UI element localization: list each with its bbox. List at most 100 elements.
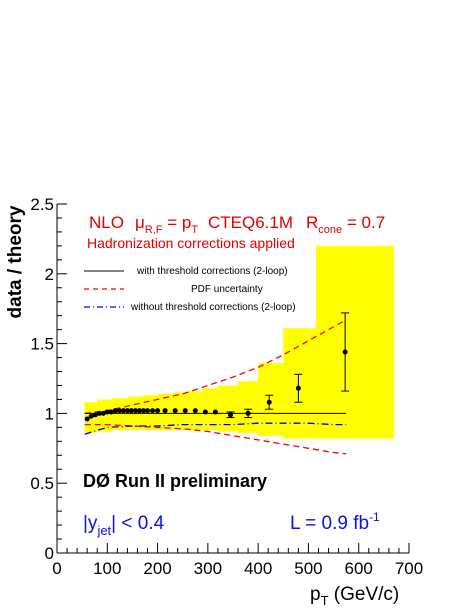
marker-18	[162, 408, 168, 414]
data-point-26	[265, 394, 274, 410]
marker-1	[88, 413, 94, 419]
marker-3	[96, 410, 102, 416]
header-hadronization-line: Hadronization corrections applied	[87, 235, 295, 251]
header-theory-line: NLO μR,F = pT CTEQ6.1M Rcone = 0.7	[89, 213, 385, 237]
data-point-24	[226, 411, 235, 419]
without-threshold-curve	[84, 422, 347, 435]
legend: with threshold corrections (2-loop) PDF …	[84, 266, 296, 313]
y-tick-label-2: 1	[45, 404, 54, 423]
band-segment-13	[315, 245, 394, 439]
marker-27	[295, 385, 301, 391]
data-point-6	[108, 409, 114, 415]
x-tick-label-0: 0	[52, 559, 61, 578]
legend-label-threshold: with threshold corrections (2-loop)	[136, 266, 288, 277]
x-axis-title-main: p	[310, 584, 321, 605]
data-point-27	[294, 373, 303, 403]
band-segment-4	[142, 395, 158, 431]
marker-4	[100, 410, 106, 416]
data-point-28	[341, 312, 350, 392]
marker-21	[192, 408, 198, 414]
marker-13	[136, 408, 142, 414]
data-point-1	[88, 413, 94, 419]
x-tick-label-3: 300	[194, 559, 222, 578]
header-eq-sub: T	[191, 224, 198, 236]
marker-11	[128, 408, 134, 414]
data-point-19	[172, 408, 178, 414]
data-point-4	[100, 410, 106, 416]
data-point-11	[128, 408, 134, 414]
data-point-8	[116, 408, 122, 414]
data-point-14	[140, 408, 146, 414]
rapidity-tail: | < 0.4	[111, 513, 164, 534]
header-mu: μ	[135, 213, 145, 232]
marker-19	[172, 408, 178, 414]
marker-14	[140, 408, 146, 414]
band-segment-8	[202, 388, 218, 431]
marker-25	[245, 410, 251, 416]
x-tick-label-7: 700	[395, 559, 423, 578]
data-point-21	[192, 408, 198, 414]
data-point-22	[202, 409, 208, 415]
pdf-uncertainty-upper	[84, 319, 347, 415]
rapidity-sub: jet	[96, 523, 111, 538]
marker-2	[92, 412, 98, 418]
marker-16	[150, 408, 156, 414]
data-points	[84, 312, 350, 422]
x-tick-label-4: 400	[244, 559, 272, 578]
marker-12	[132, 408, 138, 414]
data-point-9	[120, 408, 126, 414]
x-axis-title: pT (GeV/c)	[310, 584, 399, 608]
data-point-13	[136, 408, 142, 414]
y-axis-title: data / theory	[5, 205, 26, 318]
header-r: R	[306, 213, 318, 232]
header-r-val: = 0.7	[342, 213, 385, 232]
data-point-17	[155, 408, 161, 414]
data-point-16	[150, 408, 156, 414]
marker-15	[145, 408, 151, 414]
header-r-sub: cone	[318, 224, 342, 236]
rapidity-label: |yjet| < 0.4	[83, 513, 165, 538]
data-point-12	[132, 408, 138, 414]
marker-26	[266, 399, 272, 405]
legend-label-pdf: PDF uncertainty	[191, 284, 263, 295]
marker-28	[342, 349, 348, 355]
data-point-10	[124, 408, 130, 414]
x-axis-title-unit: (GeV/c)	[329, 584, 400, 605]
marker-6	[108, 409, 114, 415]
experiment-label: DØ Run II preliminary	[83, 471, 267, 491]
data-point-3	[96, 410, 102, 416]
x-tick-label-6: 600	[345, 559, 373, 578]
data-point-25	[244, 408, 253, 419]
marker-7	[112, 408, 118, 414]
data-point-15	[145, 408, 151, 414]
data-point-5	[104, 409, 110, 415]
x-tick-label-2: 200	[143, 559, 171, 578]
band-segment-9	[217, 385, 239, 432]
data-point-18	[162, 408, 168, 414]
marker-20	[182, 408, 188, 414]
luminosity-sup: -1	[369, 510, 380, 524]
header-nlo: NLO	[89, 213, 124, 232]
header-eq: = p	[163, 213, 192, 232]
marker-5	[104, 409, 110, 415]
marker-23	[212, 409, 218, 415]
marker-24	[227, 412, 233, 418]
x-tick-label-5: 500	[294, 559, 322, 578]
marker-22	[202, 409, 208, 415]
y-tick-label-1: 0.5	[30, 474, 54, 493]
marker-0	[84, 416, 90, 422]
band-segment-11	[258, 363, 284, 436]
x-tick-label-1: 100	[93, 559, 121, 578]
luminosity-label: L = 0.9 fb-1	[290, 510, 380, 534]
marker-17	[155, 408, 161, 414]
y-tick-label-4: 2	[45, 265, 54, 284]
y-tick-label-0: 0	[45, 544, 54, 563]
data-point-0	[84, 416, 90, 422]
band-segment-12	[283, 328, 316, 439]
y-tick-label-5: 2.5	[30, 195, 54, 214]
band-segment-10	[238, 381, 259, 433]
axis-ticks: 0 100 200 300 400 500 600 700 0 0.5 1 1.5 2 2.5	[30, 195, 423, 578]
header-pdf: CTEQ6.1M	[208, 213, 293, 232]
plot-frame	[56, 204, 409, 554]
